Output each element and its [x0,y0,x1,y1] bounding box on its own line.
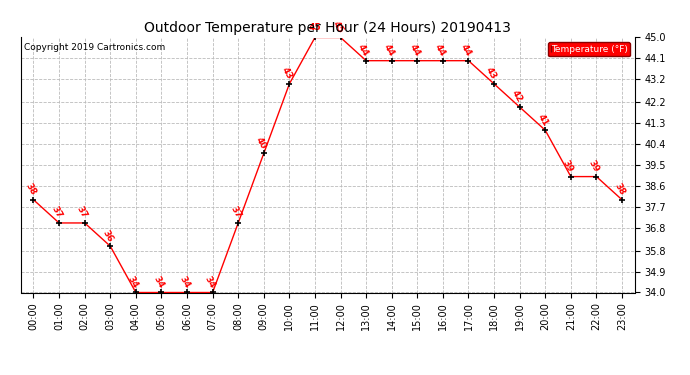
Text: 34: 34 [152,274,166,290]
Text: 37: 37 [75,205,89,220]
Title: Outdoor Temperature per Hour (24 Hours) 20190413: Outdoor Temperature per Hour (24 Hours) … [144,21,511,35]
Text: 44: 44 [356,42,371,58]
Text: 37: 37 [228,205,242,220]
Text: 39: 39 [561,158,575,174]
Text: 43: 43 [279,66,294,81]
Text: 43: 43 [484,66,498,81]
Text: Copyright 2019 Cartronics.com: Copyright 2019 Cartronics.com [23,43,165,52]
Text: 39: 39 [586,158,601,174]
Text: 42: 42 [510,89,524,104]
Text: 34: 34 [203,274,217,290]
Legend: Temperature (°F): Temperature (°F) [548,42,630,56]
Text: 41: 41 [535,112,549,128]
Text: 38: 38 [23,182,38,197]
Text: 44: 44 [407,42,422,58]
Text: 40: 40 [254,135,268,151]
Text: 37: 37 [49,205,63,220]
Text: 45: 45 [331,19,345,35]
Text: 45: 45 [308,23,322,32]
Text: 36: 36 [101,228,115,243]
Text: 44: 44 [459,42,473,58]
Text: 34: 34 [126,274,140,290]
Text: 38: 38 [612,182,627,197]
Text: 34: 34 [177,274,191,290]
Text: 44: 44 [382,42,396,58]
Text: 44: 44 [433,42,447,58]
